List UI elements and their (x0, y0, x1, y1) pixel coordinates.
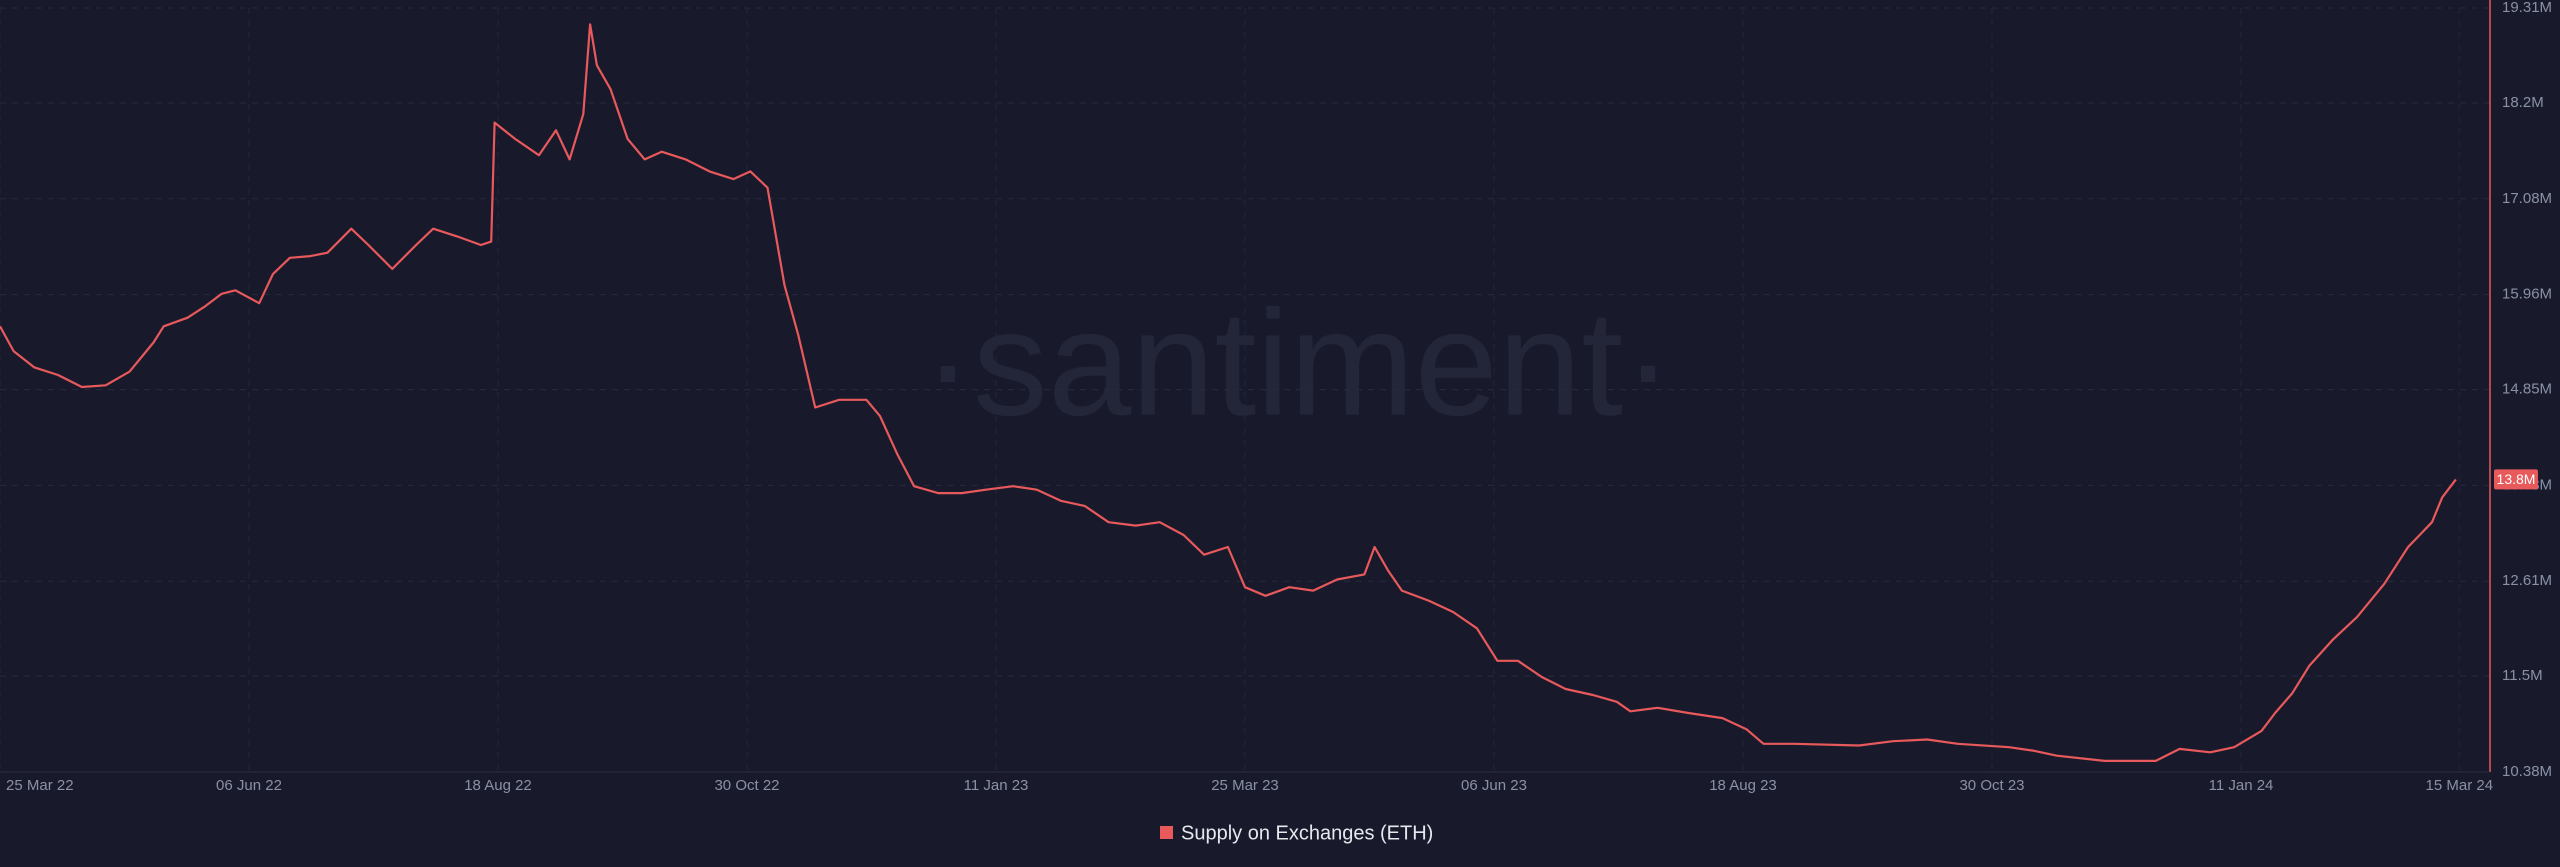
value-badge (2494, 469, 2538, 490)
x-tick-label: 18 Aug 23 (1709, 777, 1777, 794)
x-tick-label: 06 Jun 22 (216, 777, 282, 794)
x-tick-label: 06 Jun 23 (1461, 777, 1527, 794)
value-label: 13.8M (2497, 471, 2536, 487)
y-tick-label: 12.61M (2502, 572, 2552, 589)
legend-swatch (1160, 826, 1173, 839)
x-tick-label: 30 Oct 22 (714, 777, 779, 794)
y-tick-label: 10.38M (2502, 763, 2552, 780)
x-tick-label: 30 Oct 23 (1959, 777, 2024, 794)
x-tick-label: 25 Mar 23 (1211, 777, 1279, 794)
x-tick-label: 18 Aug 22 (464, 777, 532, 794)
watermark: ·santiment· (923, 279, 1673, 447)
y-tick-label: 14.85M (2502, 381, 2552, 398)
y-tick-label: 17.08M (2502, 190, 2552, 207)
y-tick-label: 19.31M (2502, 0, 2552, 16)
y-tick-label: 15.96M (2502, 286, 2552, 303)
x-tick-label: 15 Mar 24 (2426, 777, 2494, 794)
legend: Supply on Exchanges (ETH) (1160, 822, 1433, 844)
data-line (0, 23, 2457, 762)
x-tick-label: 11 Jan 24 (2209, 777, 2274, 794)
x-tick-label: 11 Jan 23 (964, 777, 1029, 794)
legend-label: Supply on Exchanges (ETH) (1181, 822, 1433, 844)
y-tick-label: 18.2M (2502, 94, 2544, 111)
x-tick-label: 25 Mar 22 (6, 777, 74, 794)
y-tick-label: 11.5M (2502, 667, 2543, 684)
